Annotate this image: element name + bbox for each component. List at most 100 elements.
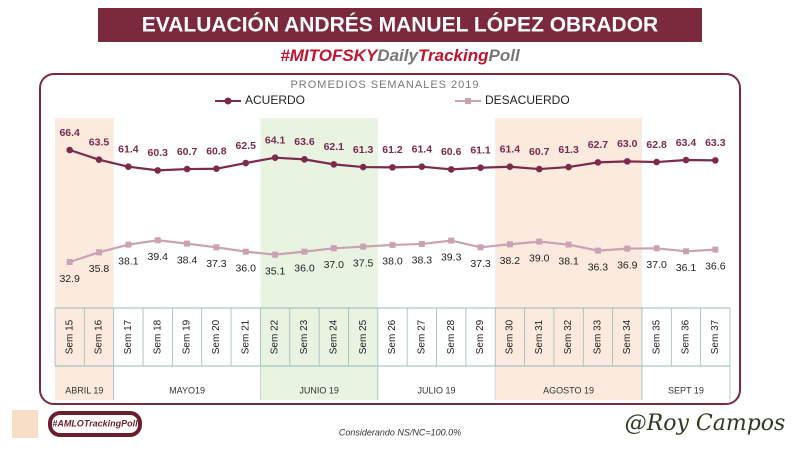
point bbox=[418, 163, 426, 171]
point bbox=[653, 158, 660, 166]
data-label: 37.0 bbox=[646, 259, 667, 271]
subtitle: PROMEDIOS SEMANALES 2019 bbox=[290, 79, 479, 91]
x-tick-label: Sem 30 bbox=[505, 319, 516, 354]
x-tick-label: Sem 24 bbox=[328, 319, 339, 354]
x-tick-label: Sem 37 bbox=[710, 319, 721, 354]
data-label: 61.4 bbox=[412, 143, 433, 155]
point bbox=[712, 246, 719, 253]
x-tick-label: Sem 21 bbox=[240, 319, 251, 354]
x-tick-label: Sem 20 bbox=[211, 319, 222, 354]
data-label: 61.3 bbox=[353, 144, 374, 156]
logo: #AMLOTrackingPoll bbox=[52, 418, 138, 428]
hashtag-part: Daily bbox=[377, 46, 419, 65]
data-label: 36.0 bbox=[294, 262, 315, 274]
title-banner bbox=[98, 8, 702, 42]
x-tick-label: Sem 22 bbox=[270, 319, 281, 354]
hashtag-part: Tracking bbox=[418, 46, 489, 65]
point bbox=[301, 156, 308, 163]
point bbox=[506, 163, 514, 171]
data-label: 36.0 bbox=[236, 262, 257, 274]
data-label: 61.1 bbox=[470, 145, 491, 157]
point bbox=[66, 146, 73, 154]
point bbox=[389, 164, 396, 171]
point bbox=[330, 161, 338, 168]
legend-label: ACUERDO bbox=[245, 93, 305, 107]
data-label: 37.3 bbox=[470, 258, 491, 270]
point bbox=[271, 154, 279, 161]
point bbox=[594, 247, 601, 254]
data-label: 36.9 bbox=[617, 259, 638, 271]
month-label: SEPT 19 bbox=[668, 385, 704, 395]
x-tick-label: Sem 25 bbox=[358, 319, 369, 354]
data-label: 61.4 bbox=[500, 143, 521, 155]
plot: ABRIL 19 MAYO19 JUNIO 19 JULIO 19 AGOSTO 19 S… bbox=[54, 93, 731, 400]
point bbox=[360, 243, 367, 250]
data-label: 63.5 bbox=[89, 136, 110, 148]
x-tick-label: Sem 36 bbox=[681, 319, 692, 354]
point bbox=[184, 240, 191, 247]
point bbox=[565, 163, 572, 171]
data-label: 37.0 bbox=[324, 259, 345, 271]
x-tick-label: Sem 19 bbox=[182, 319, 193, 354]
point bbox=[594, 159, 602, 166]
data-label: 37.3 bbox=[206, 258, 227, 270]
data-label: 35.8 bbox=[89, 263, 110, 275]
point bbox=[682, 248, 689, 255]
data-label: 35.1 bbox=[265, 265, 286, 277]
data-label: 38.1 bbox=[558, 255, 579, 267]
chart-title: EVALUACIÓN ANDRÉS MANUEL LÓPEZ OBRADOR bbox=[142, 13, 658, 37]
x-tick-label: Sem 35 bbox=[651, 319, 662, 354]
frame bbox=[39, 73, 741, 405]
legend-label: DESACUERDO bbox=[485, 93, 570, 107]
month-label: JUNIO 19 bbox=[299, 385, 339, 395]
data-label: 32.9 bbox=[59, 273, 80, 285]
hashtag: #MITOFSKYDailyTrackingPoll bbox=[280, 46, 521, 65]
data-label: 63.4 bbox=[676, 137, 697, 149]
data-label: 61.2 bbox=[382, 144, 403, 156]
month-label: AGOSTO 19 bbox=[543, 385, 594, 395]
x-tick-label: Sem 23 bbox=[299, 319, 310, 354]
point bbox=[95, 156, 103, 163]
data-label: 62.5 bbox=[236, 140, 257, 152]
point bbox=[447, 166, 455, 173]
x-tick-label: Sem 28 bbox=[446, 319, 457, 354]
data-label: 38.4 bbox=[177, 254, 198, 266]
point bbox=[477, 244, 484, 251]
x-tick-label: Sem 31 bbox=[534, 319, 545, 354]
data-label: 39.4 bbox=[147, 251, 168, 263]
data-label: 62.1 bbox=[324, 141, 345, 153]
point bbox=[330, 245, 337, 252]
point bbox=[66, 259, 73, 265]
data-label: 39.3 bbox=[441, 251, 462, 263]
point bbox=[272, 251, 279, 258]
point bbox=[624, 245, 631, 252]
legend-marker bbox=[224, 97, 232, 105]
x-tick-label: Sem 15 bbox=[64, 319, 75, 354]
data-label: 62.8 bbox=[646, 139, 667, 151]
data-label: 63.3 bbox=[705, 137, 726, 149]
data-label: 64.1 bbox=[265, 134, 286, 146]
data-label: 60.3 bbox=[147, 147, 168, 159]
data-label: 61.3 bbox=[558, 144, 579, 156]
footnote: Considerando NS/NC=100.0% bbox=[339, 427, 461, 437]
point bbox=[448, 237, 455, 244]
point bbox=[389, 241, 396, 248]
x-tick-label: Sem 33 bbox=[593, 319, 604, 354]
x-tick-label: Sem 29 bbox=[475, 319, 486, 354]
x-tick-label: Sem 16 bbox=[94, 319, 105, 354]
signature: @Roy Campos bbox=[625, 411, 786, 436]
point bbox=[183, 165, 191, 173]
data-label: 60.7 bbox=[177, 146, 198, 158]
point bbox=[418, 240, 425, 247]
data-label: 61.4 bbox=[118, 143, 139, 155]
point bbox=[242, 159, 250, 167]
point bbox=[712, 157, 719, 164]
point bbox=[301, 248, 308, 255]
point bbox=[535, 165, 543, 173]
data-label: 63.0 bbox=[617, 138, 638, 150]
data-label: 36.6 bbox=[705, 260, 726, 272]
point bbox=[477, 164, 484, 172]
hashtag-part: Poll bbox=[489, 46, 521, 65]
data-label: 60.6 bbox=[441, 146, 462, 158]
point bbox=[565, 241, 572, 248]
